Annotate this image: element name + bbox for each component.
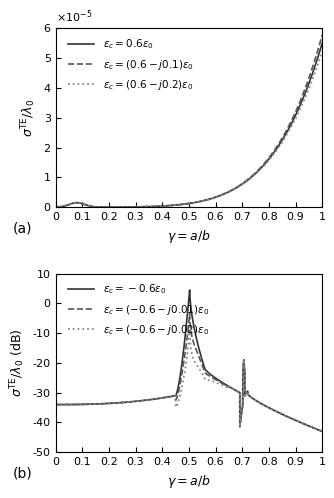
$\varepsilon_c = -0.6\varepsilon_0$: [188, 287, 192, 293]
$\varepsilon_c = (0.6-j0.2)\varepsilon_0$: [167, 203, 171, 209]
$\varepsilon_c = (0.6-j0.1)\varepsilon_0$: [100, 204, 104, 210]
$\varepsilon_c = (0.6-j0.2)\varepsilon_0$: [286, 129, 290, 135]
$\varepsilon_c = (-0.6-j0.01)\varepsilon_0$: [53, 401, 57, 407]
$\varepsilon_c = (-0.6-j0.02)\varepsilon_0$: [67, 401, 71, 407]
$\varepsilon_c = (0.6-j0.1)\varepsilon_0$: [315, 50, 319, 56]
$\varepsilon_c = -0.6\varepsilon_0$: [223, 381, 227, 387]
Legend: $\varepsilon_c = 0.6\varepsilon_0$, $\varepsilon_c = (0.6-j0.1)\varepsilon_0$, $: $\varepsilon_c = 0.6\varepsilon_0$, $\va…: [64, 33, 198, 96]
Y-axis label: $\sigma^{\mathrm{TE}}/\lambda_0$: $\sigma^{\mathrm{TE}}/\lambda_0$: [19, 99, 38, 137]
$\varepsilon_c = (0.6-j0.2)\varepsilon_0$: [100, 204, 104, 210]
Text: $\times 10^{-5}$: $\times 10^{-5}$: [55, 8, 92, 25]
$\varepsilon_c = (-0.6-j0.01)\varepsilon_0$: [251, 396, 255, 402]
$\varepsilon_c = -0.6\varepsilon_0$: [266, 404, 270, 410]
$\varepsilon_c = (-0.6-j0.01)\varepsilon_0$: [223, 382, 227, 388]
$\varepsilon_c = -0.6\varepsilon_0$: [211, 374, 215, 379]
$\varepsilon_c = (-0.6-j0.02)\varepsilon_0$: [266, 404, 270, 410]
Line: $\varepsilon_c = -0.6\varepsilon_0$: $\varepsilon_c = -0.6\varepsilon_0$: [55, 290, 322, 431]
$\varepsilon_c = (0.6-j0.1)\varepsilon_0$: [103, 204, 107, 210]
$\varepsilon_c = (-0.6-j0.01)\varepsilon_0$: [67, 401, 71, 407]
Line: $\varepsilon_c = (-0.6-j0.02)\varepsilon_0$: $\varepsilon_c = (-0.6-j0.02)\varepsilon…: [55, 332, 322, 431]
$\varepsilon_c = (-0.6-j0.02)\varepsilon_0$: [320, 428, 324, 434]
$\varepsilon_c = (-0.6-j0.01)\varepsilon_0$: [150, 396, 154, 402]
Line: $\varepsilon_c = (0.6-j0.1)\varepsilon_0$: $\varepsilon_c = (0.6-j0.1)\varepsilon_0…: [55, 35, 322, 207]
$\varepsilon_c = 0.6\varepsilon_0$: [315, 57, 319, 63]
$\varepsilon_c = (0.6-j0.2)\varepsilon_0$: [84, 202, 88, 208]
$\varepsilon_c = 0.6\varepsilon_0$: [156, 203, 160, 209]
$\varepsilon_c = -0.6\varepsilon_0$: [67, 401, 71, 407]
Line: $\varepsilon_c = (0.6-j0.2)\varepsilon_0$: $\varepsilon_c = (0.6-j0.2)\varepsilon_0…: [55, 51, 322, 207]
$\varepsilon_c = 0.6\varepsilon_0$: [320, 40, 324, 46]
$\varepsilon_c = (-0.6-j0.02)\varepsilon_0$: [188, 329, 192, 335]
$\varepsilon_c = (0.6-j0.1)\varepsilon_0$: [320, 32, 324, 38]
Text: (a): (a): [13, 221, 32, 235]
$\varepsilon_c = (0.6-j0.2)\varepsilon_0$: [53, 204, 57, 210]
$\varepsilon_c = 0.6\varepsilon_0$: [100, 204, 104, 210]
Y-axis label: $\sigma^{\mathrm{TE}}/\lambda_0$ (dB): $\sigma^{\mathrm{TE}}/\lambda_0$ (dB): [8, 329, 27, 397]
$\varepsilon_c = (-0.6-j0.01)\varepsilon_0$: [320, 428, 324, 434]
Line: $\varepsilon_c = (-0.6-j0.01)\varepsilon_0$: $\varepsilon_c = (-0.6-j0.01)\varepsilon…: [55, 314, 322, 431]
$\varepsilon_c = 0.6\varepsilon_0$: [53, 204, 57, 210]
Line: $\varepsilon_c = 0.6\varepsilon_0$: $\varepsilon_c = 0.6\varepsilon_0$: [55, 43, 322, 207]
$\varepsilon_c = (-0.6-j0.02)\varepsilon_0$: [251, 396, 255, 402]
X-axis label: $\gamma = a/b$: $\gamma = a/b$: [167, 473, 211, 490]
$\varepsilon_c = (-0.6-j0.02)\varepsilon_0$: [211, 378, 215, 384]
$\varepsilon_c = (0.6-j0.2)\varepsilon_0$: [320, 48, 324, 54]
X-axis label: $\gamma = a/b$: $\gamma = a/b$: [167, 228, 211, 245]
$\varepsilon_c = -0.6\varepsilon_0$: [320, 428, 324, 434]
$\varepsilon_c = 0.6\varepsilon_0$: [103, 204, 107, 210]
$\varepsilon_c = (0.6-j0.1)\varepsilon_0$: [53, 204, 57, 210]
$\varepsilon_c = -0.6\varepsilon_0$: [53, 401, 57, 407]
$\varepsilon_c = (-0.6-j0.02)\varepsilon_0$: [150, 396, 154, 402]
$\varepsilon_c = -0.6\varepsilon_0$: [251, 396, 255, 402]
$\varepsilon_c = (0.6-j0.2)\varepsilon_0$: [156, 203, 160, 209]
$\varepsilon_c = (-0.6-j0.01)\varepsilon_0$: [188, 311, 192, 317]
$\varepsilon_c = -0.6\varepsilon_0$: [150, 396, 154, 402]
$\varepsilon_c = (0.6-j0.2)\varepsilon_0$: [103, 204, 107, 210]
Text: (b): (b): [13, 466, 33, 480]
$\varepsilon_c = 0.6\varepsilon_0$: [286, 126, 290, 132]
Legend: $\varepsilon_c = -0.6\varepsilon_0$, $\varepsilon_c = (-0.6-j0.01)\varepsilon_0$: $\varepsilon_c = -0.6\varepsilon_0$, $\v…: [64, 278, 213, 341]
$\varepsilon_c = (0.6-j0.2)\varepsilon_0$: [315, 64, 319, 70]
$\varepsilon_c = (0.6-j0.1)\varepsilon_0$: [84, 202, 88, 208]
$\varepsilon_c = (-0.6-j0.02)\varepsilon_0$: [53, 401, 57, 407]
$\varepsilon_c = 0.6\varepsilon_0$: [84, 202, 88, 208]
$\varepsilon_c = (0.6-j0.1)\varepsilon_0$: [167, 203, 171, 209]
$\varepsilon_c = (-0.6-j0.01)\varepsilon_0$: [266, 404, 270, 410]
$\varepsilon_c = 0.6\varepsilon_0$: [167, 203, 171, 209]
$\varepsilon_c = (-0.6-j0.01)\varepsilon_0$: [211, 375, 215, 381]
$\varepsilon_c = (0.6-j0.1)\varepsilon_0$: [156, 203, 160, 209]
$\varepsilon_c = (-0.6-j0.02)\varepsilon_0$: [223, 383, 227, 389]
$\varepsilon_c = (0.6-j0.1)\varepsilon_0$: [286, 124, 290, 130]
